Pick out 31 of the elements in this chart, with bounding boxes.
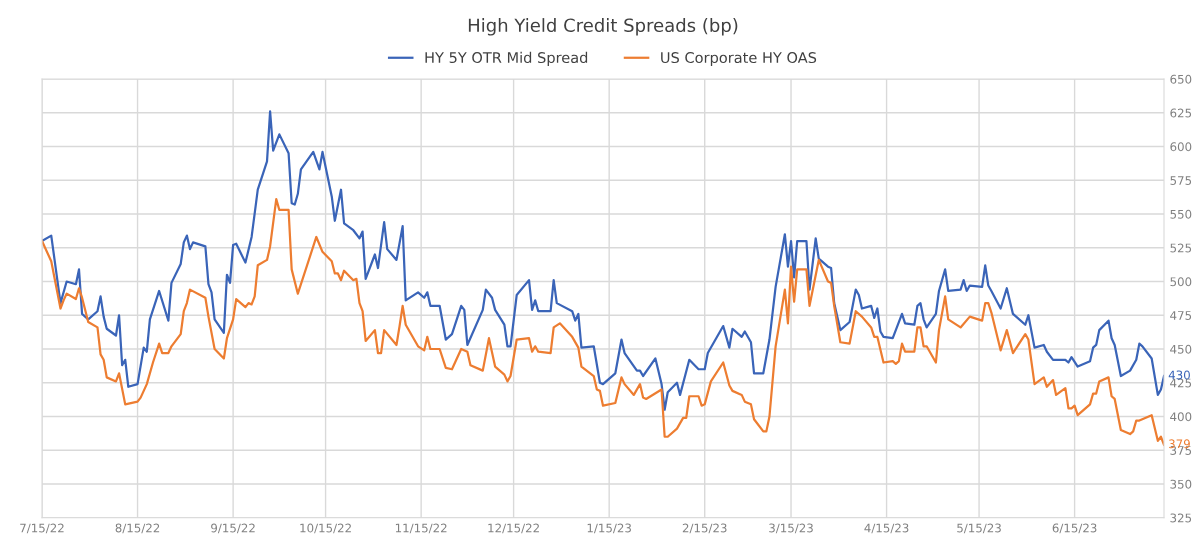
x-tick-label: 1/15/23: [587, 523, 631, 534]
x-tick-label: 6/15/23: [1052, 523, 1097, 534]
y-tick-label: 500: [1170, 277, 1192, 287]
x-tick-label: 3/15/23: [769, 523, 813, 534]
y-tick-label: 550: [1170, 209, 1192, 219]
legend-label: HY 5Y OTR Mid Spread: [425, 51, 588, 66]
y-tick-label: 425: [1170, 378, 1192, 388]
x-tick-label: 2/15/23: [682, 523, 727, 534]
x-tick-label: 4/15/23: [864, 523, 909, 534]
chart-title: High Yield Credit Spreads (bp): [468, 18, 738, 36]
x-tick-label: 7/15/22: [20, 523, 64, 534]
x-tick-label: 12/15/22: [488, 523, 539, 534]
x-tick-label: 9/15/22: [211, 523, 255, 534]
y-tick-label: 350: [1170, 479, 1192, 489]
y-tick-label: 400: [1170, 412, 1192, 422]
y-tick-label: 475: [1170, 311, 1192, 320]
y-tick-label: 450: [1170, 344, 1192, 354]
y-tick-label: 525: [1170, 243, 1192, 253]
x-tick-label: 10/15/22: [300, 523, 351, 534]
legend-label: US Corporate HY OAS: [661, 52, 817, 66]
x-tick-label: 5/15/23: [957, 523, 1001, 534]
y-tick-label: 625: [1170, 108, 1192, 118]
line-series: [42, 198, 1164, 446]
x-tick-label: 8/15/22: [115, 523, 160, 534]
y-tick-label: 600: [1170, 142, 1192, 152]
y-tick-label: 650: [1170, 74, 1192, 84]
x-tick-label: 11/15/22: [395, 523, 447, 534]
y-tick-label: 325: [1170, 513, 1192, 523]
y-tick-label: 575: [1170, 176, 1192, 185]
annotation: 430: [1168, 370, 1190, 380]
line-series: [42, 110, 1164, 411]
